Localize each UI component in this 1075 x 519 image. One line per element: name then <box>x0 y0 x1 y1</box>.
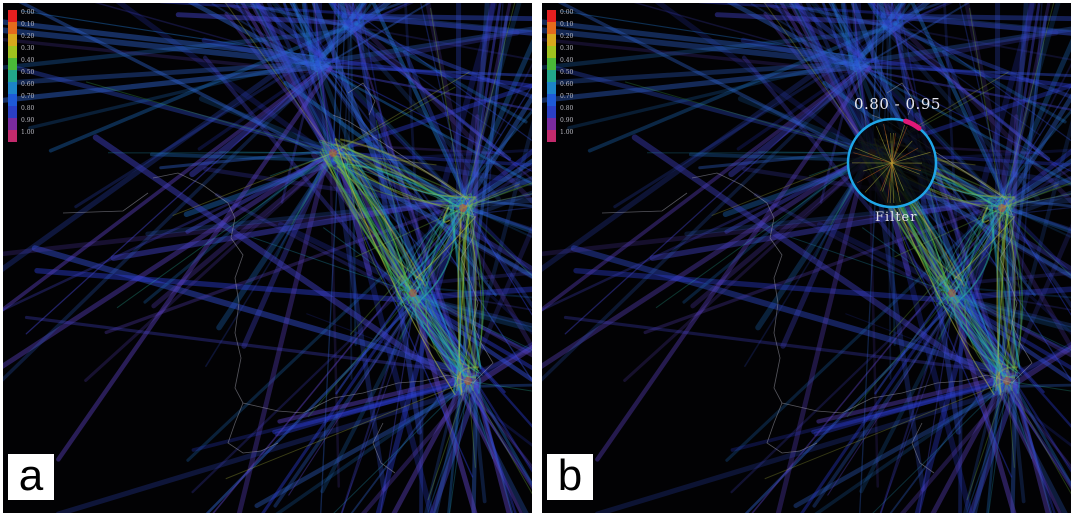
map-panel-a[interactable]: 0.00 0.10 0.20 0.30 0.40 0.50 0.60 0.70 0.80 0.90… <box>3 3 532 513</box>
legend-row: 0.10 <box>547 21 587 34</box>
legend-row: 0.90 <box>8 117 48 130</box>
legend-swatch <box>547 82 556 94</box>
legend-label: 0.90 <box>21 117 35 124</box>
legend-swatch <box>8 130 17 142</box>
legend-label: 0.70 <box>560 93 574 100</box>
legend-label: 0.80 <box>560 105 574 112</box>
legend-row: 0.00 <box>547 9 587 22</box>
legend-row: 0.20 <box>8 33 48 46</box>
legend-swatch <box>547 118 556 130</box>
legend-label: 0.00 <box>21 9 35 16</box>
legend-row: 0.70 <box>8 93 48 106</box>
legend-row: 0.50 <box>8 69 48 82</box>
legend-label: 0.10 <box>21 21 35 28</box>
legend-swatch <box>8 22 17 34</box>
color-legend-a: 0.00 0.10 0.20 0.30 0.40 0.50 0.60 0.70 0.80 0.90… <box>8 9 48 142</box>
trail-bundle <box>3 3 532 513</box>
legend-row: 1.00 <box>8 129 48 142</box>
legend-row: 0.80 <box>547 105 587 118</box>
legend-row: 0.60 <box>547 81 587 94</box>
legend-row: 1.00 <box>547 129 587 142</box>
coastline <box>62 82 494 474</box>
legend-swatch <box>8 82 17 94</box>
legend-swatch <box>8 34 17 46</box>
legend-label: 0.30 <box>560 45 574 52</box>
legend-swatch <box>8 118 17 130</box>
legend-swatch <box>8 58 17 70</box>
legend-swatch <box>547 130 556 142</box>
legend-label: 1.00 <box>21 129 35 136</box>
filter-label: Filter <box>875 210 918 225</box>
legend-row: 0.10 <box>8 21 48 34</box>
legend-label: 1.00 <box>560 129 574 136</box>
legend-swatch <box>547 10 556 22</box>
legend-swatch <box>547 70 556 82</box>
legend-label: 0.60 <box>560 81 574 88</box>
legend-label: 0.80 <box>21 105 35 112</box>
legend-label: 0.50 <box>560 69 574 76</box>
legend-swatch <box>8 106 17 118</box>
legend-swatch <box>547 34 556 46</box>
legend-row: 0.30 <box>8 45 48 58</box>
legend-label: 0.50 <box>21 69 35 76</box>
legend-swatch <box>547 22 556 34</box>
legend-row: 0.00 <box>8 9 48 22</box>
trail-map-a <box>3 3 532 513</box>
legend-row: 0.80 <box>8 105 48 118</box>
legend-row: 0.60 <box>8 81 48 94</box>
legend-row: 0.40 <box>547 57 587 70</box>
legend-row: 0.30 <box>547 45 587 58</box>
legend-label: 0.20 <box>21 33 35 40</box>
legend-row: 0.20 <box>547 33 587 46</box>
trail-map-b <box>542 3 1071 513</box>
legend-swatch <box>8 46 17 58</box>
trail-bundle <box>542 3 1071 513</box>
legend-swatch <box>8 10 17 22</box>
legend-row: 0.90 <box>547 117 587 130</box>
legend-label: 0.60 <box>21 81 35 88</box>
filter-range-label: 0.80 - 0.95 <box>854 95 941 113</box>
legend-row: 0.40 <box>8 57 48 70</box>
legend-label: 0.00 <box>560 9 574 16</box>
panel-label-a: a <box>8 454 54 500</box>
panel-label-b: b <box>547 454 593 500</box>
coastline <box>601 82 1033 474</box>
legend-label: 0.40 <box>560 57 574 64</box>
map-panel-b[interactable]: 0.00 0.10 0.20 0.30 0.40 0.50 0.60 0.70 0.80 0.90… <box>542 3 1071 513</box>
legend-label: 0.70 <box>21 93 35 100</box>
legend-swatch <box>547 94 556 106</box>
color-legend-b: 0.00 0.10 0.20 0.30 0.40 0.50 0.60 0.70 0.80 0.90… <box>547 9 587 142</box>
legend-row: 0.50 <box>547 69 587 82</box>
legend-swatch <box>547 106 556 118</box>
legend-swatch <box>8 70 17 82</box>
legend-row: 0.70 <box>547 93 587 106</box>
legend-label: 0.20 <box>560 33 574 40</box>
legend-label: 0.90 <box>560 117 574 124</box>
legend-label: 0.40 <box>21 57 35 64</box>
legend-swatch <box>8 94 17 106</box>
legend-swatch <box>547 58 556 70</box>
legend-label: 0.30 <box>21 45 35 52</box>
legend-swatch <box>547 46 556 58</box>
legend-label: 0.10 <box>560 21 574 28</box>
